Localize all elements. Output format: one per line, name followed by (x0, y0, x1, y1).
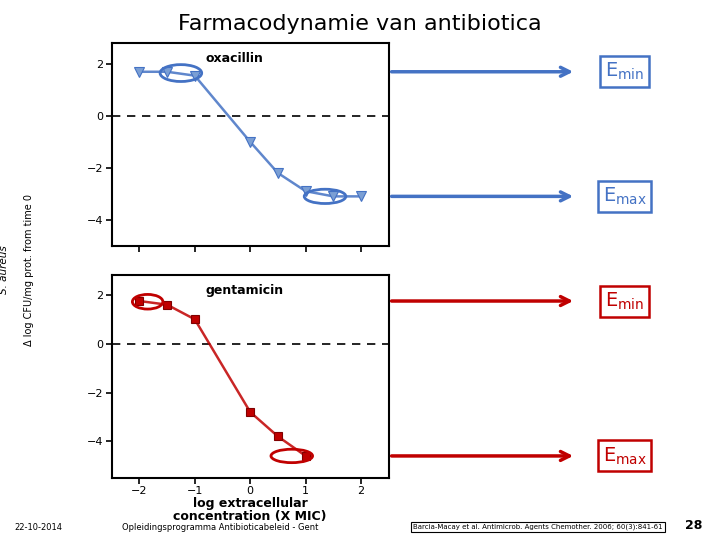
Text: log extracellular: log extracellular (193, 497, 307, 510)
Text: concentration (X MIC): concentration (X MIC) (174, 510, 327, 523)
Text: S. aureus: S. aureus (0, 246, 9, 294)
Text: 28: 28 (685, 519, 702, 532)
Text: gentamicin: gentamicin (206, 284, 284, 297)
Text: oxacillin: oxacillin (206, 52, 264, 65)
Text: E$_{\rm min}$: E$_{\rm min}$ (605, 61, 644, 83)
Text: E$_{\rm max}$: E$_{\rm max}$ (603, 446, 647, 467)
Text: Barcia-Macay et al. Antimicrob. Agents Chemother. 2006; 60(3):841-61: Barcia-Macay et al. Antimicrob. Agents C… (413, 524, 663, 530)
Text: 22-10-2014: 22-10-2014 (14, 523, 63, 532)
Text: E$_{\rm min}$: E$_{\rm min}$ (605, 291, 644, 312)
Text: Δ log CFU/mg prot. from time 0: Δ log CFU/mg prot. from time 0 (24, 194, 34, 346)
Text: Farmacodynamie van antibiotica: Farmacodynamie van antibiotica (178, 14, 542, 33)
Text: E$_{\rm max}$: E$_{\rm max}$ (603, 186, 647, 207)
Text: Opleidingsprogramma Antibioticabeleid - Gent: Opleidingsprogramma Antibioticabeleid - … (122, 523, 319, 532)
